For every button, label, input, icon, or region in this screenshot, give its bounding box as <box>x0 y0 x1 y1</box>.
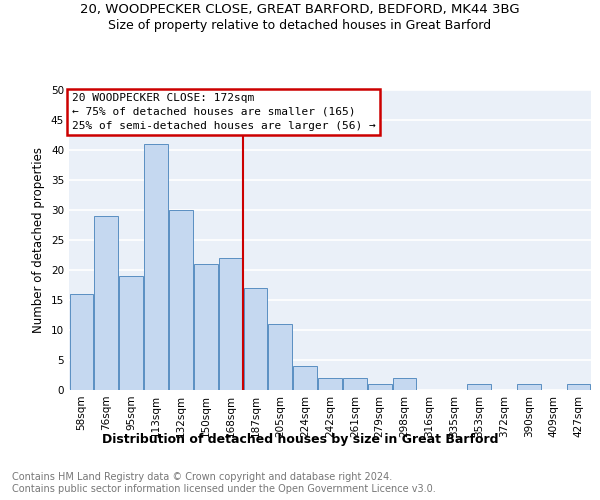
Bar <box>567 384 590 390</box>
Bar <box>517 384 541 390</box>
Bar <box>293 366 317 390</box>
Bar <box>119 276 143 390</box>
Y-axis label: Number of detached properties: Number of detached properties <box>32 147 46 333</box>
Text: Contains public sector information licensed under the Open Government Licence v3: Contains public sector information licen… <box>12 484 436 494</box>
Bar <box>343 378 367 390</box>
Bar <box>244 288 267 390</box>
Bar <box>393 378 416 390</box>
Bar <box>318 378 342 390</box>
Bar <box>467 384 491 390</box>
Bar <box>169 210 193 390</box>
Text: Size of property relative to detached houses in Great Barford: Size of property relative to detached ho… <box>109 19 491 32</box>
Text: Distribution of detached houses by size in Great Barford: Distribution of detached houses by size … <box>102 432 498 446</box>
Text: 20 WOODPECKER CLOSE: 172sqm
← 75% of detached houses are smaller (165)
25% of se: 20 WOODPECKER CLOSE: 172sqm ← 75% of det… <box>71 93 376 131</box>
Text: 20, WOODPECKER CLOSE, GREAT BARFORD, BEDFORD, MK44 3BG: 20, WOODPECKER CLOSE, GREAT BARFORD, BED… <box>80 2 520 16</box>
Bar <box>268 324 292 390</box>
Bar <box>219 258 242 390</box>
Text: Contains HM Land Registry data © Crown copyright and database right 2024.: Contains HM Land Registry data © Crown c… <box>12 472 392 482</box>
Bar <box>144 144 168 390</box>
Bar <box>94 216 118 390</box>
Bar <box>194 264 218 390</box>
Bar <box>70 294 93 390</box>
Bar <box>368 384 392 390</box>
